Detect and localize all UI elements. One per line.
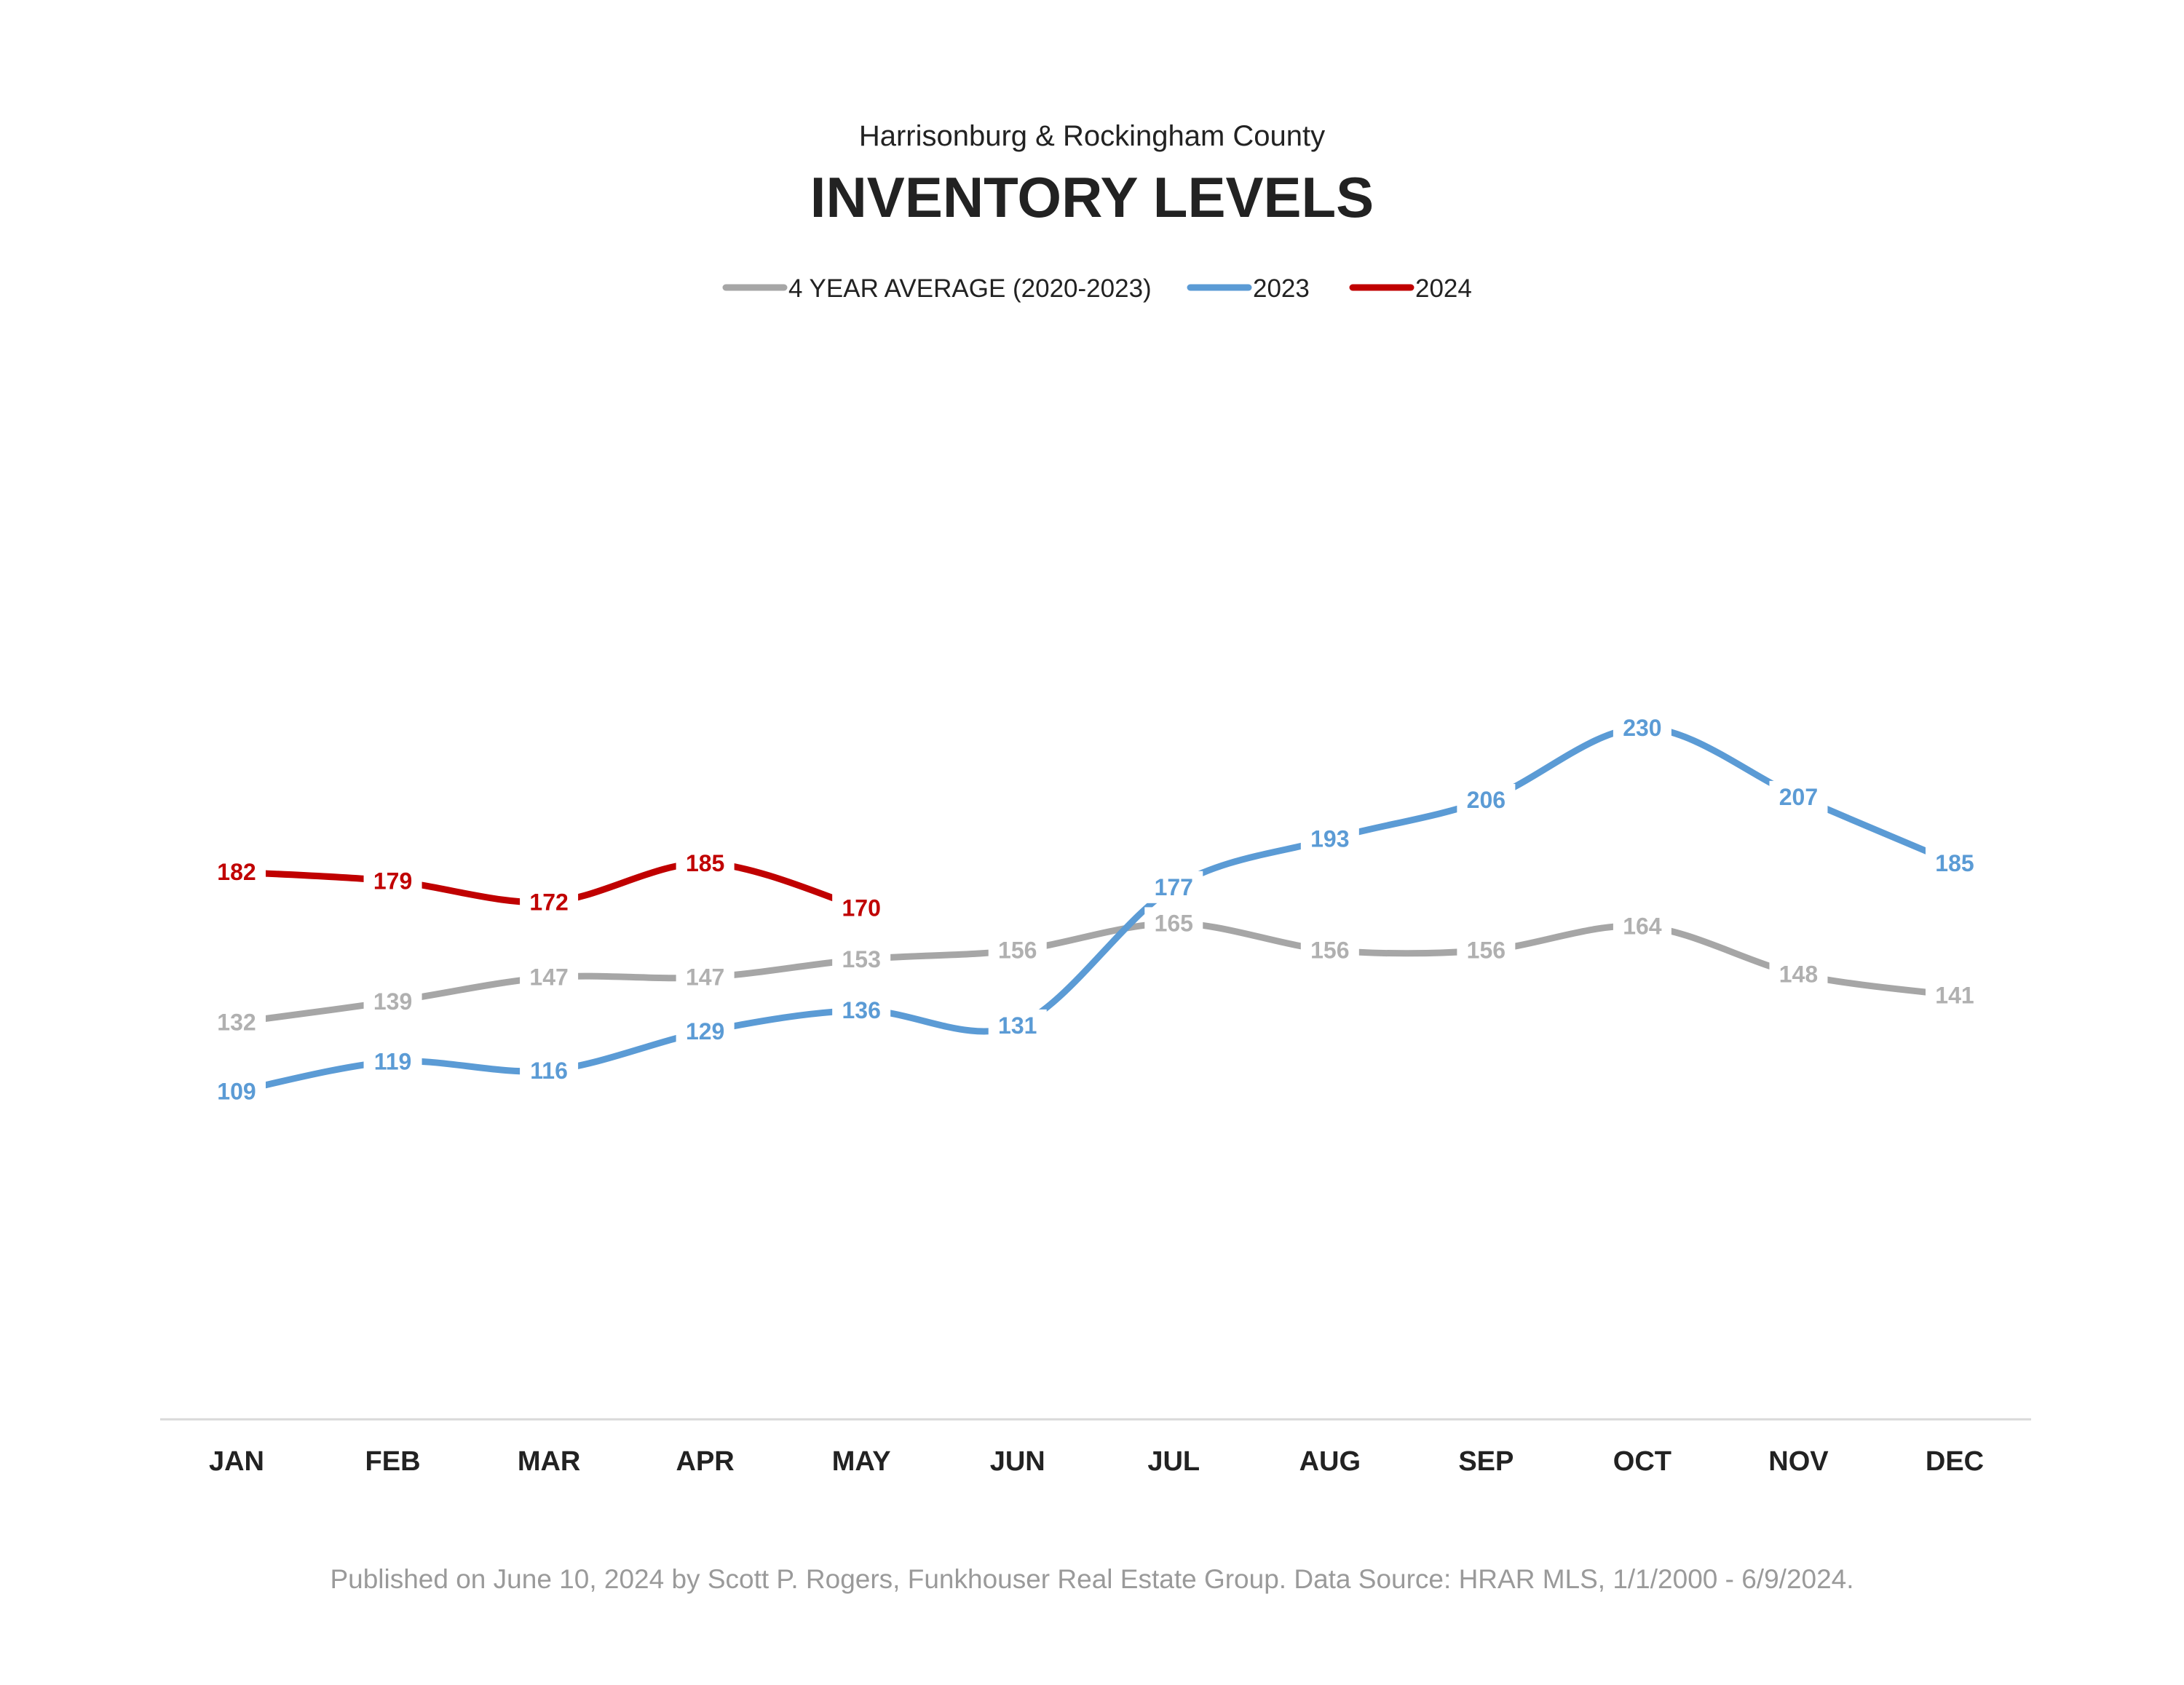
data-label: 206 [1467, 787, 1506, 813]
data-label: 147 [686, 964, 724, 991]
data-labels: 132 139 147 147 153 156 165 156 156 164 148 141 109 1… [217, 715, 1974, 1105]
label-background [676, 847, 735, 879]
label-background [520, 1054, 579, 1087]
x-tick-label: DEC [1926, 1446, 1984, 1477]
data-label: 177 [1155, 874, 1193, 900]
data-label: 185 [1935, 850, 1974, 876]
label-background [363, 1045, 422, 1078]
x-tick-label: SEP [1458, 1446, 1514, 1477]
data-label: 172 [529, 889, 568, 915]
label-background [520, 886, 579, 919]
data-label: 131 [998, 1012, 1037, 1039]
label-background [1613, 910, 1671, 943]
chart-subtitle: Harrisonburg & Rockingham County [859, 120, 1325, 152]
data-label: 156 [998, 937, 1037, 964]
x-tick-label: JAN [209, 1446, 264, 1477]
data-label: 170 [842, 895, 880, 921]
label-background [676, 1015, 735, 1048]
label-background [832, 892, 891, 924]
label-background [363, 985, 422, 1018]
label-background [832, 943, 891, 975]
label-background [988, 934, 1047, 967]
data-label: 156 [1310, 937, 1349, 964]
data-label: 147 [529, 964, 568, 991]
label-background [676, 961, 735, 994]
label-knockouts [207, 711, 1984, 1108]
data-label: 193 [1310, 826, 1349, 852]
x-tick-label: JUN [990, 1446, 1045, 1477]
label-background [520, 961, 579, 994]
label-background [1144, 871, 1203, 903]
x-axis-ticks: JAN FEB MAR APR MAY JUN JUL AUG SEP OCT NOV DEC [209, 1446, 1984, 1477]
footer-note: Published on June 10, 2024 by Scott P. R… [330, 1564, 1853, 1594]
legend: 4 YEAR AVERAGE (2020-2023) 2023 2024 [722, 274, 1472, 303]
x-tick-label: MAY [832, 1446, 891, 1477]
data-label: 230 [1623, 715, 1661, 741]
label-background [1144, 907, 1203, 940]
label-background [207, 856, 266, 889]
label-background [207, 1006, 266, 1039]
legend-label-0: 4 YEAR AVERAGE (2020-2023) [788, 274, 1152, 303]
label-background [207, 1075, 266, 1108]
data-label: 179 [373, 868, 412, 895]
data-label: 141 [1935, 983, 1974, 1009]
plot-lines [236, 724, 1956, 1095]
label-background [1769, 958, 1828, 991]
data-label: 132 [217, 1010, 256, 1036]
label-background [363, 865, 422, 897]
data-label: 164 [1623, 913, 1662, 940]
data-label: 129 [686, 1018, 724, 1044]
label-background [1769, 780, 1828, 813]
label-background [1926, 979, 1984, 1012]
x-tick-label: NOV [1768, 1446, 1829, 1477]
data-label: 109 [217, 1079, 256, 1105]
chart-title: INVENTORY LEVELS [810, 165, 1374, 229]
legend-label-1: 2023 [1253, 274, 1310, 303]
data-label: 148 [1779, 962, 1818, 988]
x-tick-label: APR [676, 1446, 735, 1477]
data-label: 165 [1155, 910, 1193, 936]
series-line-0 [236, 919, 1955, 1026]
label-background [1613, 711, 1671, 744]
label-background [1300, 934, 1359, 967]
data-label: 116 [530, 1058, 568, 1084]
label-background [1457, 784, 1516, 817]
data-label: 136 [842, 997, 880, 1023]
x-tick-label: MAR [518, 1446, 581, 1477]
data-label: 182 [217, 859, 256, 885]
legend-label-2: 2024 [1415, 274, 1472, 303]
data-label: 119 [374, 1048, 412, 1074]
x-tick-label: JUL [1147, 1446, 1200, 1477]
x-tick-label: OCT [1613, 1446, 1671, 1477]
data-label: 153 [842, 946, 880, 972]
data-label: 139 [373, 988, 412, 1015]
x-tick-label: FEB [365, 1446, 421, 1477]
label-background [832, 994, 891, 1027]
label-background [988, 1009, 1047, 1042]
label-background [1300, 822, 1359, 855]
data-label: 207 [1779, 784, 1818, 810]
series-line-1 [236, 724, 1956, 1095]
data-label: 156 [1467, 937, 1506, 964]
data-label: 185 [686, 850, 724, 876]
label-background [1457, 934, 1516, 967]
x-tick-label: AUG [1299, 1446, 1361, 1477]
label-background [1926, 847, 1984, 879]
